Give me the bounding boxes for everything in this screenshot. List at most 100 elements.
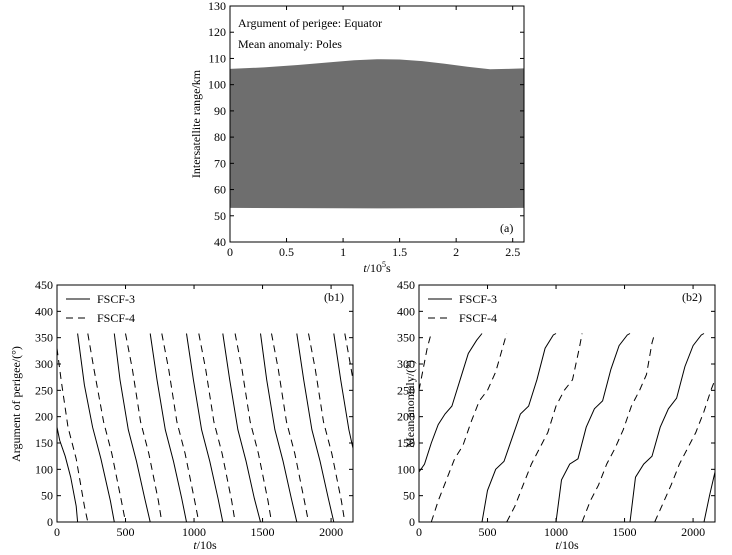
panel-b1-frame xyxy=(56,284,354,523)
panel-b2-x-label-var: t xyxy=(555,538,559,552)
panel-a-x-tick-label: 0.5 xyxy=(279,245,294,259)
panel-b2-y-tick-label: 250 xyxy=(397,383,415,397)
panel-b2-series-2-segment xyxy=(430,333,508,523)
panel-b1-series-1-segment xyxy=(77,333,115,523)
panel-b2-y-tick-label: 0 xyxy=(409,515,415,529)
panel-a-x-tick-label: 0 xyxy=(227,245,233,259)
panel-a-x-label-exponent: 5 xyxy=(382,260,386,269)
panel-b1-y-tick-label: 350 xyxy=(35,331,53,345)
panel-b1-series-2-segment xyxy=(125,333,163,523)
panel-b1-y-tick-label: 450 xyxy=(35,278,53,292)
panel-a-ticks: 0 0.5 1 1.5 2 2.5 40 50 60 70 80 90 100 110 120 130 xyxy=(208,0,524,259)
panel-a-y-tick-label: 130 xyxy=(208,0,226,13)
panel-b1-y-tick-label: 50 xyxy=(41,489,53,503)
panel-b2-series-2-segment xyxy=(506,333,583,523)
panel-b2-series-1-segment xyxy=(481,333,557,523)
panel-b2-series-2-segment xyxy=(581,333,656,523)
panel-a-y-tick-label: 110 xyxy=(208,51,226,65)
panel-b2-y-tick-label: 350 xyxy=(397,331,415,345)
panel-b1-y-tick-label: 250 xyxy=(35,383,53,397)
panel-b1-panel-label: (b1) xyxy=(324,290,344,304)
panel-b1-series-2-segment xyxy=(87,333,126,523)
panel-b2-x-tick-label: 500 xyxy=(479,525,497,539)
panel-a-y-tick-label: 50 xyxy=(214,209,226,223)
panel-b1-x-tick-label: 2000 xyxy=(319,525,343,539)
panel-a-y-tick-label: 40 xyxy=(214,235,226,249)
panel-b2-y-tick-label: 200 xyxy=(397,410,415,424)
panel-b1-y-tick-label: 300 xyxy=(35,357,53,371)
panel-a-annotation-2: Mean anomaly: Poles xyxy=(238,37,342,51)
panel-b2-series-2-segment xyxy=(418,333,432,391)
panel-b2-series-1-segment xyxy=(555,333,631,523)
panel-b1-y-tick-label: 100 xyxy=(35,462,53,476)
panel-a-y-tick-label: 80 xyxy=(214,130,226,144)
panel-a-x-label-unit: s xyxy=(386,261,391,275)
panel-b1-y-axis-label: Argument of perigee/(°) xyxy=(9,346,23,462)
panel-b2-series-1-segment xyxy=(629,333,705,523)
panel-b1-y-tick-label: 150 xyxy=(35,436,53,450)
panel-b2: 0 500 1000 1500 2000 0 50 100 150 200 250 300 350 400… xyxy=(397,278,716,552)
panel-b1-series-1-segment xyxy=(186,333,224,523)
panel-b2-frame xyxy=(418,284,716,523)
panel-b1-series-2-segment xyxy=(271,333,309,523)
panel-b2-legend-label-fscf4: FSCF-4 xyxy=(459,311,497,325)
panel-a-x-tick-label: 1 xyxy=(340,245,346,259)
panel-a: 0 0.5 1 1.5 2 2.5 40 50 60 70 80 90 100 110 120 130 Arg… xyxy=(189,0,525,275)
panel-b1-plot-area xyxy=(56,333,354,523)
panel-b1-series-1-segment xyxy=(222,333,261,523)
panel-b1-x-tick-label: 500 xyxy=(117,525,135,539)
panel-a-x-tick-label: 1.5 xyxy=(392,245,407,259)
panel-b1-series-2-segment xyxy=(344,333,354,380)
panel-b2-legend: FSCF-3 FSCF-4 xyxy=(428,292,497,325)
panel-a-x-label-var: t xyxy=(363,261,367,275)
panel-a-y-tick-label: 90 xyxy=(214,104,226,118)
panel-a-y-tick-label: 120 xyxy=(208,25,226,39)
panel-a-y-axis-label: Intersatellite range/km xyxy=(189,69,203,178)
panel-b1-y-tick-label: 400 xyxy=(35,304,53,318)
panel-b1-series-2-segment xyxy=(56,348,89,523)
panel-b1-series-1-segment xyxy=(149,333,187,523)
panel-b1-x-tick-label: 1000 xyxy=(182,525,206,539)
panel-b1-series-2-segment xyxy=(308,333,346,523)
panel-b1-series-1-segment xyxy=(296,333,335,523)
panel-b2-x-tick-label: 1500 xyxy=(613,525,637,539)
panel-b1-series-2-segment xyxy=(198,333,236,523)
panel-b1: 0 500 1000 1500 2000 0 50 100 150 200 250 300 350 400… xyxy=(9,278,354,552)
panel-a-y-tick-label: 70 xyxy=(214,156,226,170)
panel-a-x-label-base: /10 xyxy=(367,261,382,275)
panel-b2-x-tick-label: 1000 xyxy=(544,525,568,539)
panel-a-x-axis-label: t/105s xyxy=(363,260,391,275)
panel-b2-x-axis-label: t/10s xyxy=(555,538,579,552)
panel-b1-legend: FSCF-3 FSCF-4 xyxy=(66,292,135,325)
panel-b2-y-tick-label: 150 xyxy=(397,436,415,450)
panel-b2-series-2-segment xyxy=(654,379,716,523)
panel-b1-ticks: 0 500 1000 1500 2000 0 50 100 150 200 250 300 350 400… xyxy=(35,278,353,539)
panel-b2-y-tick-label: 50 xyxy=(403,489,415,503)
panel-b1-x-label-rest: /10s xyxy=(197,538,217,552)
panel-a-x-tick-label: 2 xyxy=(453,245,459,259)
panel-b2-x-tick-label: 0 xyxy=(416,525,422,539)
panel-a-annotation-1: Argument of perigee: Equator xyxy=(238,16,382,30)
panel-b2-ticks: 0 500 1000 1500 2000 0 50 100 150 200 250 300 350 400… xyxy=(397,278,715,539)
panel-b2-panel-label: (b2) xyxy=(682,290,702,304)
panel-a-plot-area xyxy=(230,59,524,209)
panel-b1-series-1-segment xyxy=(113,333,151,523)
panel-b2-y-axis-label: Mean anomaly/(°) xyxy=(403,360,417,448)
panel-b1-series-1-segment xyxy=(260,333,298,523)
panel-b1-x-tick-label: 0 xyxy=(54,525,60,539)
panel-b2-plot-area xyxy=(418,333,716,523)
panel-b1-y-tick-label: 200 xyxy=(35,410,53,424)
panel-a-y-tick-label: 100 xyxy=(208,78,226,92)
panel-b1-series-2-segment xyxy=(234,333,272,523)
panel-b1-x-tick-label: 1500 xyxy=(251,525,275,539)
panel-a-panel-label: (a) xyxy=(500,221,513,235)
panel-a-frame xyxy=(229,5,525,243)
panel-a-x-tick-label: 2.5 xyxy=(505,245,520,259)
panel-b1-series-1-segment xyxy=(333,333,354,449)
panel-b1-series-2-segment xyxy=(161,333,200,523)
panel-b1-x-label-var: t xyxy=(193,538,197,552)
panel-b1-legend-label-fscf4: FSCF-4 xyxy=(97,311,135,325)
panel-b2-series-1-segment xyxy=(418,333,483,473)
panel-b2-y-tick-label: 450 xyxy=(397,278,415,292)
